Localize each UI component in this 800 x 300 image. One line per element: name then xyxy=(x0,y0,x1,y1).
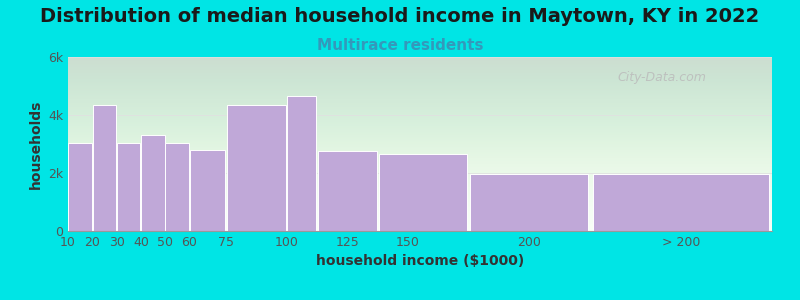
Bar xyxy=(287,96,316,231)
Bar xyxy=(141,135,165,231)
Bar xyxy=(318,151,377,231)
Bar xyxy=(470,175,588,231)
Bar xyxy=(226,105,286,231)
Bar xyxy=(190,150,226,231)
Bar xyxy=(593,175,770,231)
Bar xyxy=(379,154,467,231)
Text: Multirace residents: Multirace residents xyxy=(317,38,483,52)
Text: City-Data.com: City-Data.com xyxy=(617,71,706,84)
Y-axis label: households: households xyxy=(29,99,42,189)
Bar xyxy=(117,142,141,231)
Bar xyxy=(93,105,116,231)
Text: Distribution of median household income in Maytown, KY in 2022: Distribution of median household income … xyxy=(40,8,760,26)
X-axis label: household income ($1000): household income ($1000) xyxy=(316,254,524,268)
Bar xyxy=(68,142,92,231)
Bar xyxy=(166,142,189,231)
